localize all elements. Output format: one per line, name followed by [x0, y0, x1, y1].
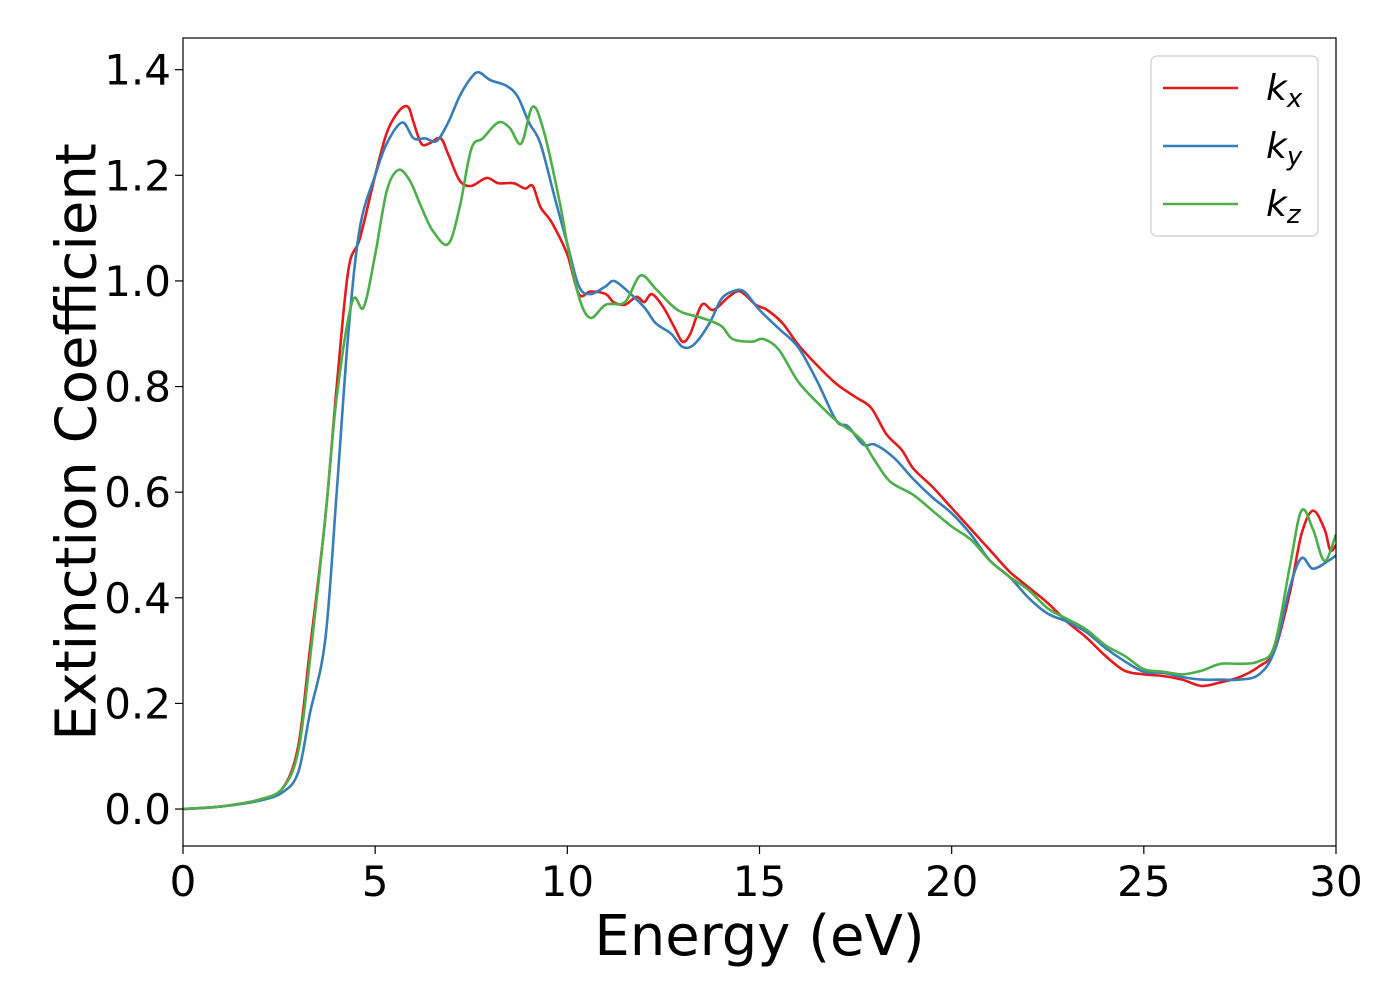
y-tick-label: 0.4 — [104, 574, 171, 623]
y-tick-label: 1.4 — [104, 46, 171, 95]
y-tick-label: 1.0 — [104, 257, 171, 306]
legend: kx ky kz — [1150, 55, 1319, 237]
series-line-kz — [183, 105, 1336, 811]
series-line-ky — [183, 70, 1336, 811]
y-tick-label: 1.2 — [104, 151, 171, 200]
x-tick-label: 30 — [1309, 857, 1362, 906]
y-axis-label: Extinction Coefficient — [45, 143, 110, 741]
x-tick-label: 5 — [362, 857, 389, 906]
y-tick-label: 0.8 — [104, 363, 171, 412]
legend-label-ky: ky — [1266, 126, 1303, 172]
x-tick-label: 25 — [1117, 857, 1170, 906]
x-tick-label: 10 — [541, 857, 594, 906]
series-line-kx — [183, 104, 1336, 811]
y-tick-label: 0.0 — [104, 785, 171, 834]
legend-label-kz: kz — [1266, 184, 1302, 230]
y-axis: 0.0 0.2 0.4 0.6 0.8 1.0 1.2 1.4 — [104, 46, 183, 834]
series-layer — [183, 70, 1336, 811]
y-tick-label: 0.6 — [104, 468, 171, 517]
x-tick-label: 0 — [170, 857, 197, 906]
x-tick-label: 20 — [925, 857, 978, 906]
x-axis-label: Energy (eV) — [594, 904, 924, 969]
x-axis: 0 5 10 15 20 25 30 — [170, 846, 1363, 906]
legend-label-kx: kx — [1266, 68, 1303, 114]
x-tick-label: 15 — [733, 857, 786, 906]
y-tick-label: 0.2 — [104, 679, 171, 728]
